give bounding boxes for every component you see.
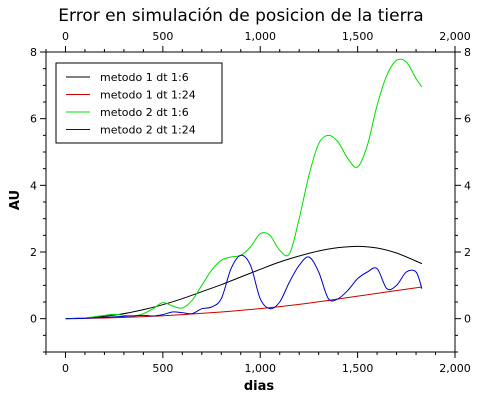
legend: metodo 1 dt 1:6 metodo 1 dt 1:24 metodo 2 … bbox=[55, 62, 223, 144]
legend-entry-label: metodo 2 dt 1:24 bbox=[100, 124, 196, 137]
x-tick-label: 500 bbox=[152, 362, 173, 375]
y-axis-ticks: 0 0 2 2 4 4 6 6 8 8 bbox=[30, 46, 471, 353]
series-line-2 bbox=[65, 286, 422, 320]
y-tick-label: 2 bbox=[30, 246, 37, 259]
x-tick-label: 1,500 bbox=[342, 362, 374, 375]
y-tick-label: 6 bbox=[30, 113, 37, 126]
x-tick-label-top: 0 bbox=[62, 30, 69, 43]
y-tick-label: 4 bbox=[30, 179, 37, 192]
x-axis-ticks: 0 0 500 500 1,000 1,000 1,500 1,500 2,000 2,000 bbox=[45, 30, 471, 375]
legend-entry-label: metodo 1 dt 1:6 bbox=[100, 71, 189, 84]
y-tick-label-right: 8 bbox=[464, 46, 471, 59]
series-line-4 bbox=[65, 254, 423, 320]
legend-entry-label: metodo 2 dt 1:6 bbox=[100, 106, 189, 119]
chart-title: Error en simulación de posicion de la ti… bbox=[58, 6, 423, 26]
x-tick-label-top: 1,000 bbox=[244, 30, 276, 43]
x-axis-label: dias bbox=[244, 379, 275, 394]
series-layer bbox=[65, 58, 423, 320]
y-axis-label: AU bbox=[8, 190, 23, 210]
y-tick-label: 0 bbox=[30, 313, 37, 326]
x-tick-label-top: 1,500 bbox=[342, 30, 374, 43]
x-tick-label: 0 bbox=[62, 362, 69, 375]
y-tick-label-right: 6 bbox=[464, 113, 471, 126]
x-tick-label-top: 2,000 bbox=[439, 30, 471, 43]
y-tick-label-right: 4 bbox=[464, 179, 471, 192]
x-tick-label: 2,000 bbox=[439, 362, 471, 375]
series-line-1 bbox=[65, 245, 423, 320]
y-tick-label: 8 bbox=[30, 46, 37, 59]
legend-entry-label: metodo 1 dt 1:24 bbox=[100, 89, 196, 102]
y-tick-label-right: 0 bbox=[464, 313, 471, 326]
x-tick-label: 1,000 bbox=[244, 362, 276, 375]
y-tick-label-right: 2 bbox=[464, 246, 471, 259]
x-tick-label-top: 500 bbox=[152, 30, 173, 43]
